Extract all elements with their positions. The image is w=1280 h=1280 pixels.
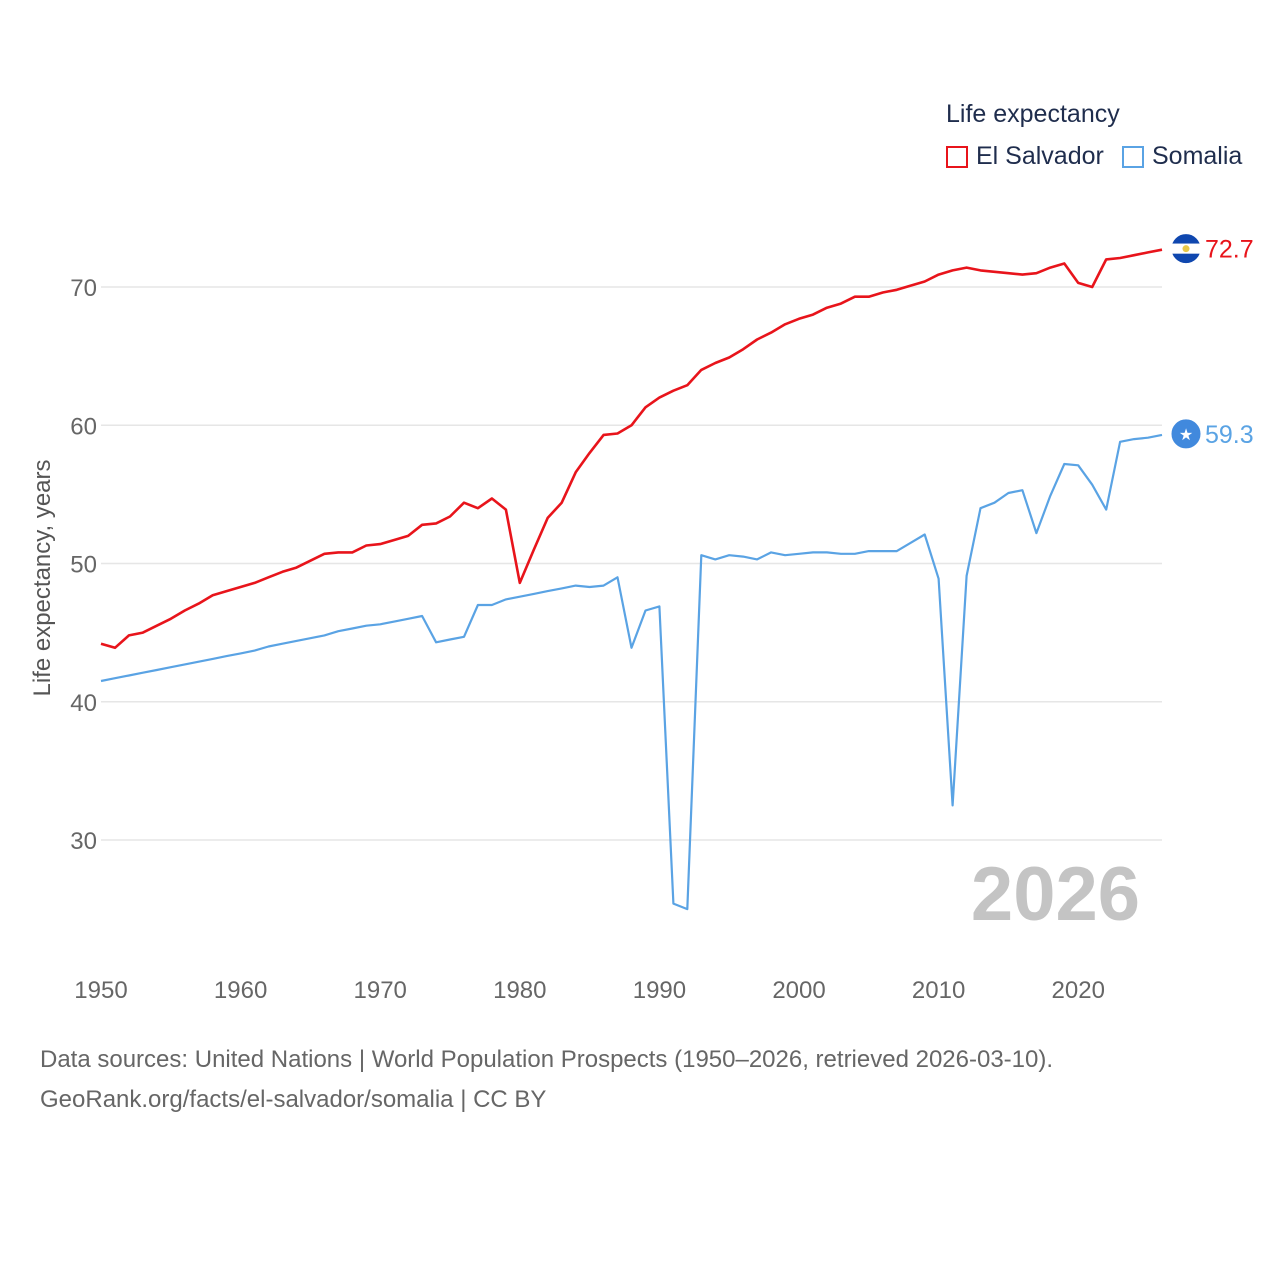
legend-title: Life expectancy [946, 100, 1120, 128]
legend-label-el-salvador: El Salvador [976, 142, 1104, 170]
series-line-el-salvador [100, 248, 1163, 650]
y-tick-label: 30 [70, 828, 97, 855]
series-line-somalia [100, 433, 1163, 911]
y-axis-label: Life expectancy, years [29, 459, 56, 696]
end-markers: 72.7 ★ 59.3 [1170, 233, 1254, 450]
x-tick-label: 1980 [493, 977, 546, 1004]
y-tick-label: 40 [70, 690, 97, 717]
y-tick-label: 50 [70, 552, 97, 579]
flag-icon-el-salvador [1170, 233, 1202, 265]
footer-sources: Data sources: United Nations | World Pop… [40, 1046, 1054, 1073]
y-tick-label: 70 [70, 275, 97, 302]
x-tick-label: 1970 [354, 977, 407, 1004]
x-tick-label: 2000 [772, 977, 825, 1004]
flag-icon-somalia: ★ [1170, 418, 1202, 450]
x-tick-label: 1960 [214, 977, 267, 1004]
series-lines [100, 248, 1163, 911]
x-tick-label: 2010 [912, 977, 965, 1004]
x-tick-label: 1950 [74, 977, 127, 1004]
end-value-label-el-salvador: 72.7 [1205, 236, 1254, 264]
y-tick-label: 60 [70, 413, 97, 440]
legend-swatch-el-salvador [946, 145, 968, 168]
legend-item-somalia[interactable]: Somalia [1122, 142, 1242, 171]
legend-label-somalia: Somalia [1152, 142, 1243, 170]
legend-item-el-salvador[interactable]: El Salvador [946, 142, 1104, 171]
x-tick-label: 2020 [1052, 977, 1105, 1004]
end-value-label-somalia: 59.3 [1205, 421, 1254, 449]
x-tick-label: 1990 [633, 977, 686, 1004]
grid-lines [101, 286, 1162, 841]
footer-link[interactable]: GeoRank.org/facts/el-salvador/somalia | … [40, 1086, 547, 1113]
y-axis-ticks: 30 40 50 60 70 [70, 275, 97, 855]
x-axis-ticks: 1950 1960 1970 1980 1990 2000 2010 2020 [74, 977, 1105, 1004]
year-watermark: 2026 [971, 852, 1140, 937]
svg-text:★: ★ [1179, 425, 1193, 444]
legend-swatch-somalia [1122, 145, 1144, 168]
